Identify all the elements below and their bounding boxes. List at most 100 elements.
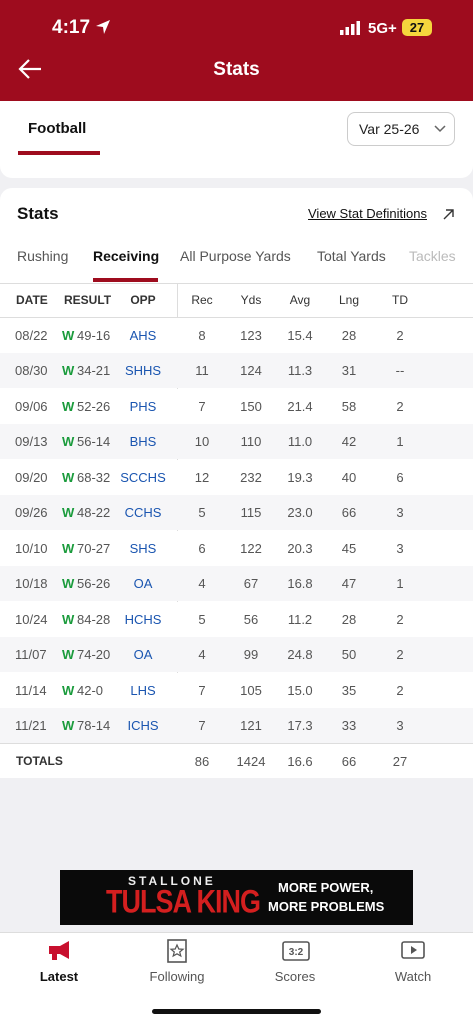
date: 10/18 xyxy=(15,576,48,592)
nav-item[interactable]: Following xyxy=(149,969,205,984)
stat-value: 45 xyxy=(341,540,357,556)
date: 09/20 xyxy=(15,469,48,485)
opponent-link[interactable]: OA xyxy=(133,647,153,663)
stat-value: 110 xyxy=(240,434,262,450)
home-indicator xyxy=(152,1009,321,1014)
outcome: W xyxy=(62,505,75,521)
opponent-link[interactable]: SHHS xyxy=(124,363,162,379)
active-tab-underline xyxy=(93,278,158,282)
score: 52-26 xyxy=(77,398,111,414)
score: 49-16 xyxy=(77,328,111,343)
signal-icon xyxy=(340,21,360,35)
opponent-link[interactable]: SHS xyxy=(129,540,157,556)
stat-value: 3 xyxy=(396,540,404,556)
totals-row: TOTALS 86 1424 16.6 66 27 xyxy=(0,743,473,779)
table-row: 10/10 W 70-27 SHS 6 122 20.3 45 3 xyxy=(0,530,473,566)
stat-value: 7 xyxy=(198,682,206,698)
stat-value: 2 xyxy=(396,611,404,627)
score: 48-22 xyxy=(77,505,111,521)
stat-value: 11 xyxy=(195,363,209,379)
table-row: 09/06 W 52-26 PHS 7 150 21.4 58 2 xyxy=(0,388,473,424)
stat-value: 11.2 xyxy=(287,611,313,627)
stat-value: 3 xyxy=(396,505,404,521)
location-icon xyxy=(96,20,110,34)
outcome: W xyxy=(62,576,75,592)
outcome: W xyxy=(62,469,75,485)
stat-value: 31 xyxy=(341,363,357,379)
stat-tab[interactable]: Total Yards xyxy=(317,248,386,264)
date: 08/22 xyxy=(15,328,48,343)
stat-value: 56 xyxy=(243,611,259,627)
score: 56-26 xyxy=(77,576,111,592)
latest-icon xyxy=(49,941,69,960)
stat-value: 47 xyxy=(341,576,357,592)
column-header: Avg xyxy=(289,293,311,307)
opponent-link[interactable]: PHS xyxy=(129,398,157,414)
nav-item[interactable]: Watch xyxy=(394,969,432,984)
table-row: 10/18 W 56-26 OA 4 67 16.8 47 1 xyxy=(0,566,473,602)
table-row: 08/30 W 34-21 SHHS 11 124 11.3 31 -- xyxy=(0,353,473,389)
column-header: DATE xyxy=(16,293,48,307)
table-row: 11/07 W 74-20 OA 4 99 24.8 50 2 xyxy=(0,637,473,673)
stat-value: 28 xyxy=(341,611,357,627)
score: 78-14 xyxy=(77,717,111,733)
opponent-link[interactable]: AHS xyxy=(129,328,157,343)
opponent-link[interactable]: SCCHS xyxy=(120,469,166,485)
date: 10/24 xyxy=(15,611,48,627)
opponent-link[interactable]: BHS xyxy=(129,434,157,450)
stat-definitions-link[interactable]: View Stat Definitions xyxy=(308,206,427,221)
back-button[interactable] xyxy=(17,58,43,80)
opponent-link[interactable]: ICHS xyxy=(127,717,159,733)
stat-value: 17.3 xyxy=(287,717,313,733)
external-link-icon xyxy=(443,209,454,220)
stat-value: 67 xyxy=(243,576,259,592)
stat-value: 24.8 xyxy=(287,647,313,663)
stat-tab[interactable]: Receiving xyxy=(93,248,160,264)
opponent-link[interactable]: LHS xyxy=(130,682,156,698)
opponent-link[interactable]: HCHS xyxy=(124,611,162,627)
table-row: 09/26 W 48-22 CCHS 5 115 23.0 66 3 xyxy=(0,495,473,531)
opponent-link[interactable]: OA xyxy=(133,576,153,592)
opponent-link[interactable]: CCHS xyxy=(124,505,162,521)
stat-value: 105 xyxy=(240,682,262,698)
stat-value: 8 xyxy=(198,328,206,343)
stat-value: 123 xyxy=(240,328,262,343)
sport-tab-underline xyxy=(18,151,100,155)
season-label: Var 25-26 xyxy=(359,121,420,137)
outcome: W xyxy=(62,398,75,414)
stat-value: 5 xyxy=(198,611,206,627)
total-value: 1424 xyxy=(236,754,266,770)
sport-tab[interactable]: Football xyxy=(28,120,87,137)
season-select[interactable]: Var 25-26 xyxy=(347,112,455,146)
stat-value: 10 xyxy=(194,434,210,450)
table-row: 08/22 W 49-16 AHS 8 123 15.4 28 2 xyxy=(0,318,473,353)
date: 08/30 xyxy=(15,363,48,379)
stat-value: 7 xyxy=(198,398,206,414)
table-header: DATE RESULT OPP Rec Yds Avg Lng TD xyxy=(0,283,473,318)
outcome: W xyxy=(62,363,75,379)
outcome: W xyxy=(62,540,75,556)
score: 70-27 xyxy=(77,540,111,556)
table-row: 10/24 W 84-28 HCHS 5 56 11.2 28 2 xyxy=(0,601,473,637)
stat-value: 16.8 xyxy=(287,576,313,592)
score: 56-14 xyxy=(77,434,111,450)
stat-value: 4 xyxy=(198,576,206,592)
stat-tab[interactable]: Tackles xyxy=(409,248,456,264)
nav-item[interactable]: Latest xyxy=(39,969,79,984)
stat-value: 19.3 xyxy=(287,469,313,485)
stat-value: 12 xyxy=(194,469,210,485)
stat-value: -- xyxy=(395,363,405,379)
stat-value: 2 xyxy=(396,398,404,414)
stat-tab[interactable]: Rushing xyxy=(17,248,69,264)
stat-tab[interactable]: All Purpose Yards xyxy=(180,248,291,264)
nav-item[interactable]: Scores xyxy=(274,969,316,984)
stat-value: 122 xyxy=(240,540,262,556)
stat-value: 99 xyxy=(243,647,259,663)
chevron-down xyxy=(434,125,446,133)
stat-value: 150 xyxy=(240,398,262,414)
stat-value: 23.0 xyxy=(287,505,313,521)
total-value: 16.6 xyxy=(287,754,313,770)
ad-banner[interactable]: STALLONE TULSA KING MORE POWER, MORE PRO… xyxy=(60,870,413,925)
stat-value: 15.4 xyxy=(287,328,313,343)
